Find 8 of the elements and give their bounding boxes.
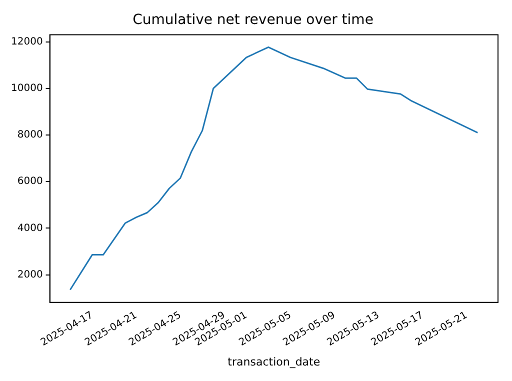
chart-title: Cumulative net revenue over time bbox=[132, 12, 374, 28]
y-tick-label: 4000 bbox=[17, 222, 43, 234]
y-tick-label: 12000 bbox=[11, 36, 43, 48]
y-tick-label: 8000 bbox=[17, 130, 43, 141]
y-tick-label: 6000 bbox=[17, 176, 43, 188]
x-axis-title: transaction_date bbox=[228, 355, 320, 368]
y-tick-label: 10000 bbox=[11, 82, 43, 94]
y-tick-label: 2000 bbox=[17, 269, 43, 280]
